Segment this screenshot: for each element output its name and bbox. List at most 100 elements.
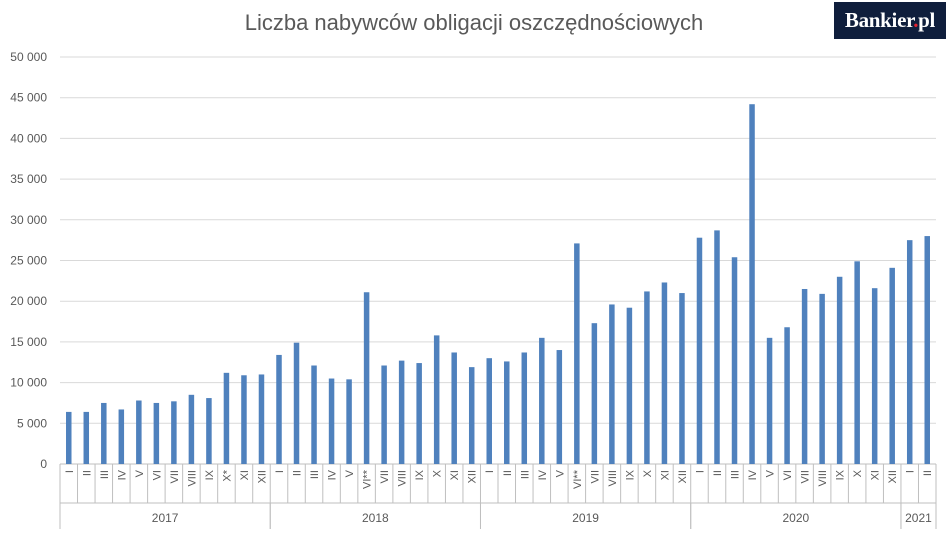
bar — [609, 304, 615, 464]
x-tick-label-month: II — [292, 470, 304, 476]
y-axis-ticks: 0 5 000 10 000 15 000 20 000 25 000 30 000 35 0… — [10, 50, 47, 471]
bar — [661, 282, 668, 464]
x-tick-label-month: XI — [659, 470, 671, 480]
x-tick-label-month: XII — [677, 470, 689, 483]
x-tick-label-month: IX — [835, 469, 847, 480]
y-tick-label: 10 000 — [10, 376, 47, 390]
bar — [801, 288, 808, 464]
y-tick-label: 40 000 — [10, 131, 47, 145]
bar — [591, 323, 598, 464]
bar — [889, 267, 895, 464]
x-tick-label-month: X — [642, 469, 654, 477]
bar — [626, 307, 633, 464]
x-tick-label-month: X — [432, 469, 444, 477]
x-tick-label-month: IX — [204, 469, 216, 480]
x-tick-label-month: V — [554, 469, 566, 477]
x-tick-label-year: 2018 — [362, 511, 389, 525]
bar — [521, 352, 528, 464]
x-tick-label-month: I — [905, 470, 917, 473]
x-tick-label-month: IV — [116, 469, 128, 480]
bar — [871, 288, 878, 464]
bar — [784, 327, 790, 464]
x-tick-label-month: II — [81, 470, 93, 476]
x-tick-label-month: I — [64, 470, 76, 473]
x-tick-label-month: VIII — [397, 470, 409, 487]
x-tick-label-month: X* — [221, 469, 233, 481]
bar — [486, 358, 492, 464]
x-tick-label-month: II — [922, 470, 934, 476]
bar — [451, 352, 457, 464]
bar — [118, 409, 125, 464]
x-tick-label-month: VII — [800, 470, 812, 483]
bar — [468, 367, 475, 464]
x-tick-label-month: XII — [887, 470, 899, 483]
x-tick-label-month: IV — [537, 469, 549, 480]
chart-title: Liczba nabywców obligacji oszczędnościow… — [244, 10, 704, 35]
x-tick-label-month: III — [309, 470, 321, 479]
bar — [153, 402, 160, 464]
bar — [346, 379, 352, 464]
y-tick-label: 45 000 — [10, 91, 47, 105]
x-axis: I II III IV V VI VII VIII IX X* XI XII I II III IV V VI**… — [59, 464, 937, 529]
x-tick-label-month: IV — [747, 469, 759, 480]
bar — [749, 104, 755, 464]
bar — [276, 354, 282, 464]
bar — [433, 335, 440, 464]
x-tick-label-month: VI** — [362, 469, 374, 489]
x-tick-label-month: I — [694, 470, 706, 473]
x-tick-label-month: XII — [256, 470, 268, 483]
bar — [398, 360, 405, 464]
x-tick-label-month: III — [730, 470, 742, 479]
brand-suffix: pl — [918, 8, 936, 32]
bar — [924, 236, 930, 464]
x-tick-label-month: V — [344, 469, 356, 477]
x-tick-label-month: VI** — [572, 469, 584, 489]
x-tick-label-year: 2021 — [905, 511, 932, 525]
x-tick-label-month: VIII — [817, 470, 829, 487]
x-tick-label-month: V — [134, 469, 146, 477]
bar — [416, 363, 422, 464]
x-tick-label-month: VII — [589, 470, 601, 483]
x-tick-label-month: XI — [870, 470, 882, 480]
x-tick-label-month: IV — [327, 469, 339, 480]
brand-name: Bankier — [844, 8, 914, 32]
x-tick-label-year: 2017 — [152, 511, 179, 525]
bar — [363, 292, 370, 464]
x-tick-label-year: 2019 — [572, 511, 599, 525]
x-tick-label-month: XI — [239, 470, 251, 480]
x-tick-label-month: II — [712, 470, 724, 476]
x-tick-label-month: VII — [379, 470, 391, 483]
bar — [258, 374, 265, 464]
bar — [171, 401, 177, 464]
bar — [766, 337, 773, 464]
x-tick-label-month: III — [99, 470, 111, 479]
x-tick-label-month: XII — [467, 470, 479, 483]
bar — [206, 398, 212, 464]
x-tick-label-month: XI — [449, 470, 461, 480]
x-tick-label-month: V — [765, 469, 777, 477]
bar — [854, 261, 860, 464]
x-tick-label-month: III — [519, 470, 531, 479]
bar — [644, 291, 650, 464]
bar — [293, 342, 300, 464]
bar — [819, 293, 825, 464]
x-tick-label-month: VIII — [186, 470, 198, 487]
x-tick-label-month: VII — [169, 470, 181, 483]
bars — [66, 104, 930, 464]
x-tick-label-month: VI — [151, 470, 163, 480]
bar — [906, 240, 913, 464]
bar — [66, 411, 72, 464]
bar — [539, 337, 545, 464]
brand-logo: Bankier.pl — [834, 2, 946, 39]
bar — [188, 394, 195, 464]
y-tick-label: 30 000 — [10, 213, 47, 227]
bar — [83, 411, 90, 464]
x-tick-label-month: X — [852, 469, 864, 477]
bar — [311, 365, 317, 464]
x-tick-label-month: VI — [782, 470, 794, 480]
x-tick-label-month: I — [484, 470, 496, 473]
bar — [101, 402, 107, 464]
bar — [679, 293, 685, 464]
bar — [836, 276, 843, 464]
bar — [556, 350, 563, 464]
